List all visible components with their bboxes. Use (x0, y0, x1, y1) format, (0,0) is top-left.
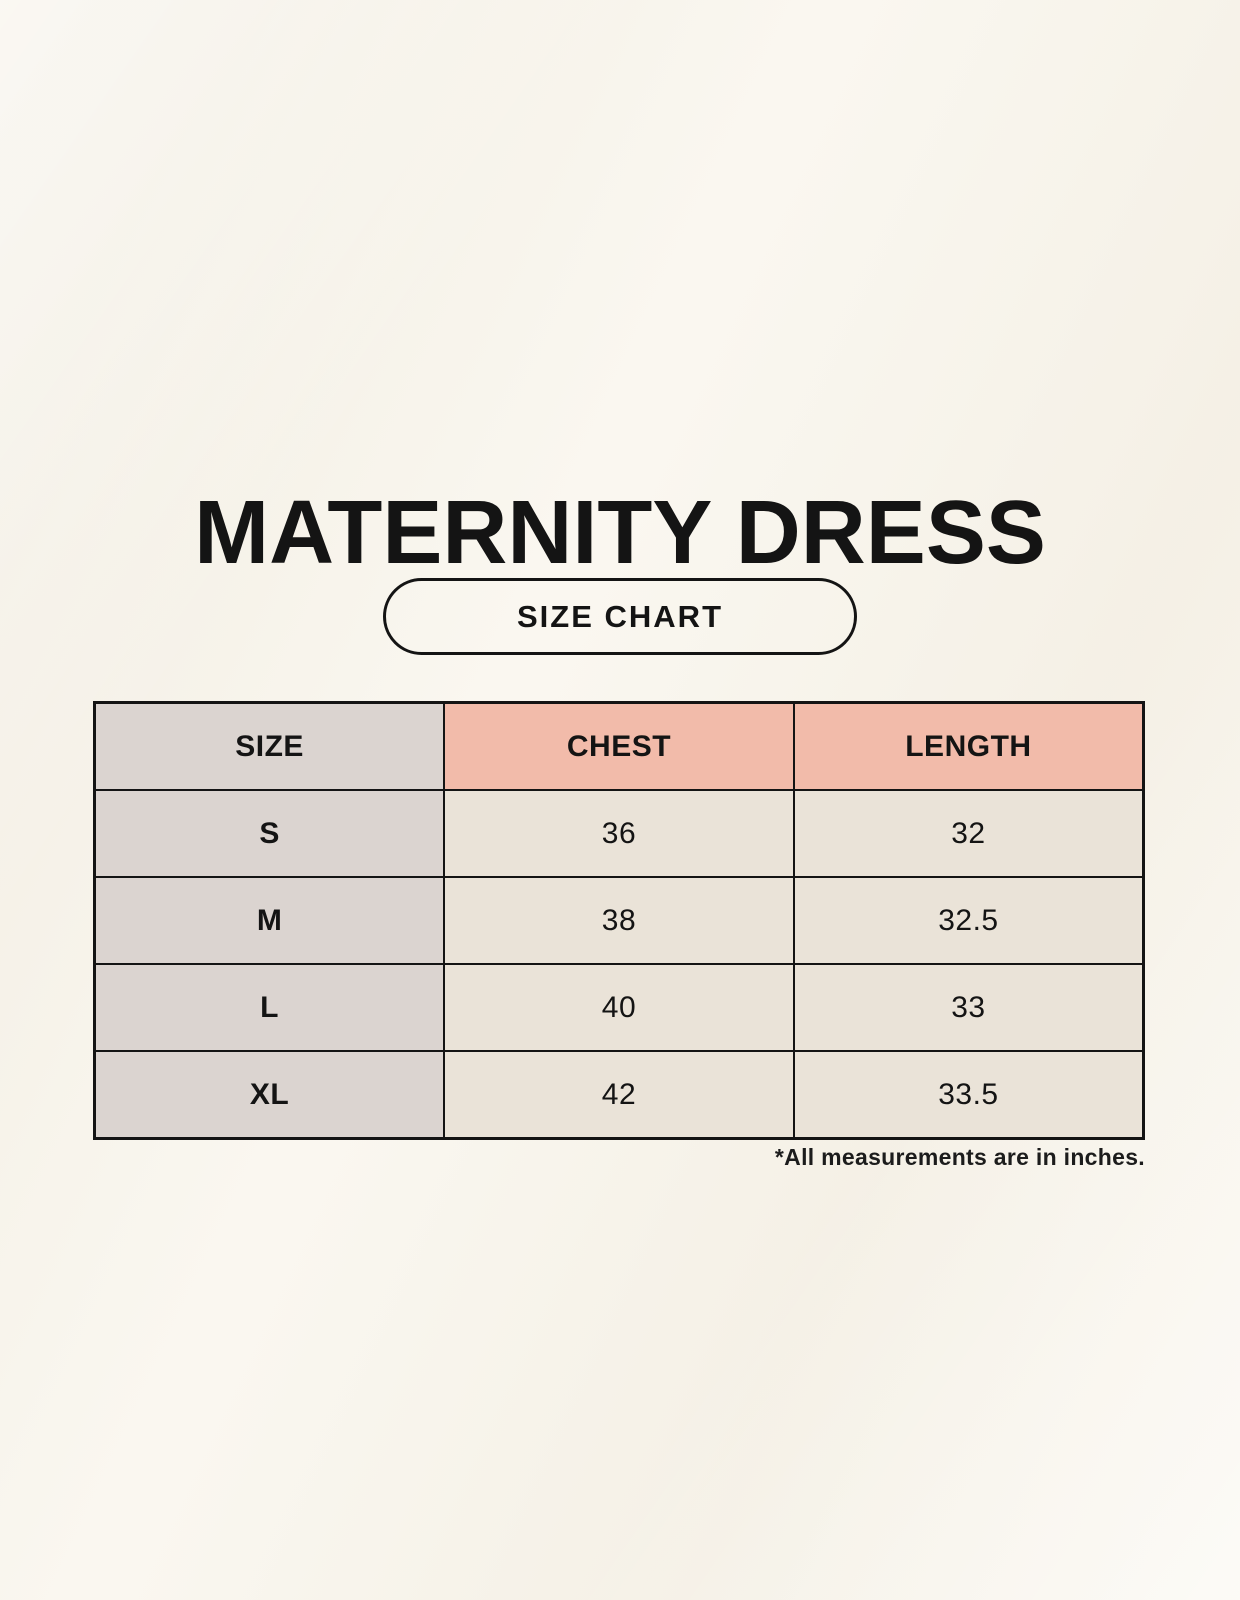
length-cell: 32.5 (792, 876, 1145, 965)
length-cell: 33 (792, 963, 1145, 1052)
header-cell-chest: CHEST (443, 701, 795, 791)
table-row: L 40 33 (93, 963, 1145, 1052)
header-cell-length: LENGTH (792, 701, 1145, 791)
size-cell: L (93, 963, 446, 1052)
size-cell: M (93, 876, 446, 965)
size-chart-button[interactable]: SIZE CHART (383, 578, 857, 655)
page-title: MATERNITY DRESS (194, 482, 1046, 583)
size-cell: XL (93, 1050, 446, 1140)
measurements-footnote: *All measurements are in inches. (774, 1144, 1145, 1170)
table-header-row: SIZE CHEST LENGTH (93, 701, 1145, 791)
chest-cell: 40 (443, 963, 795, 1052)
chest-cell: 38 (443, 876, 795, 965)
chest-cell: 36 (443, 789, 795, 878)
size-cell: S (93, 789, 446, 878)
table-row: S 36 32 (93, 789, 1145, 878)
chest-cell: 42 (443, 1050, 795, 1140)
length-cell: 33.5 (792, 1050, 1145, 1140)
table-row: M 38 32.5 (93, 876, 1145, 965)
length-cell: 32 (792, 789, 1145, 878)
table-row: XL 42 33.5 (93, 1050, 1145, 1140)
header-cell-size: SIZE (93, 701, 446, 791)
size-chart-table: SIZE CHEST LENGTH S 36 32 M 38 32.5 L 40… (93, 701, 1145, 1140)
size-chart-button-label: SIZE CHART (517, 598, 723, 634)
